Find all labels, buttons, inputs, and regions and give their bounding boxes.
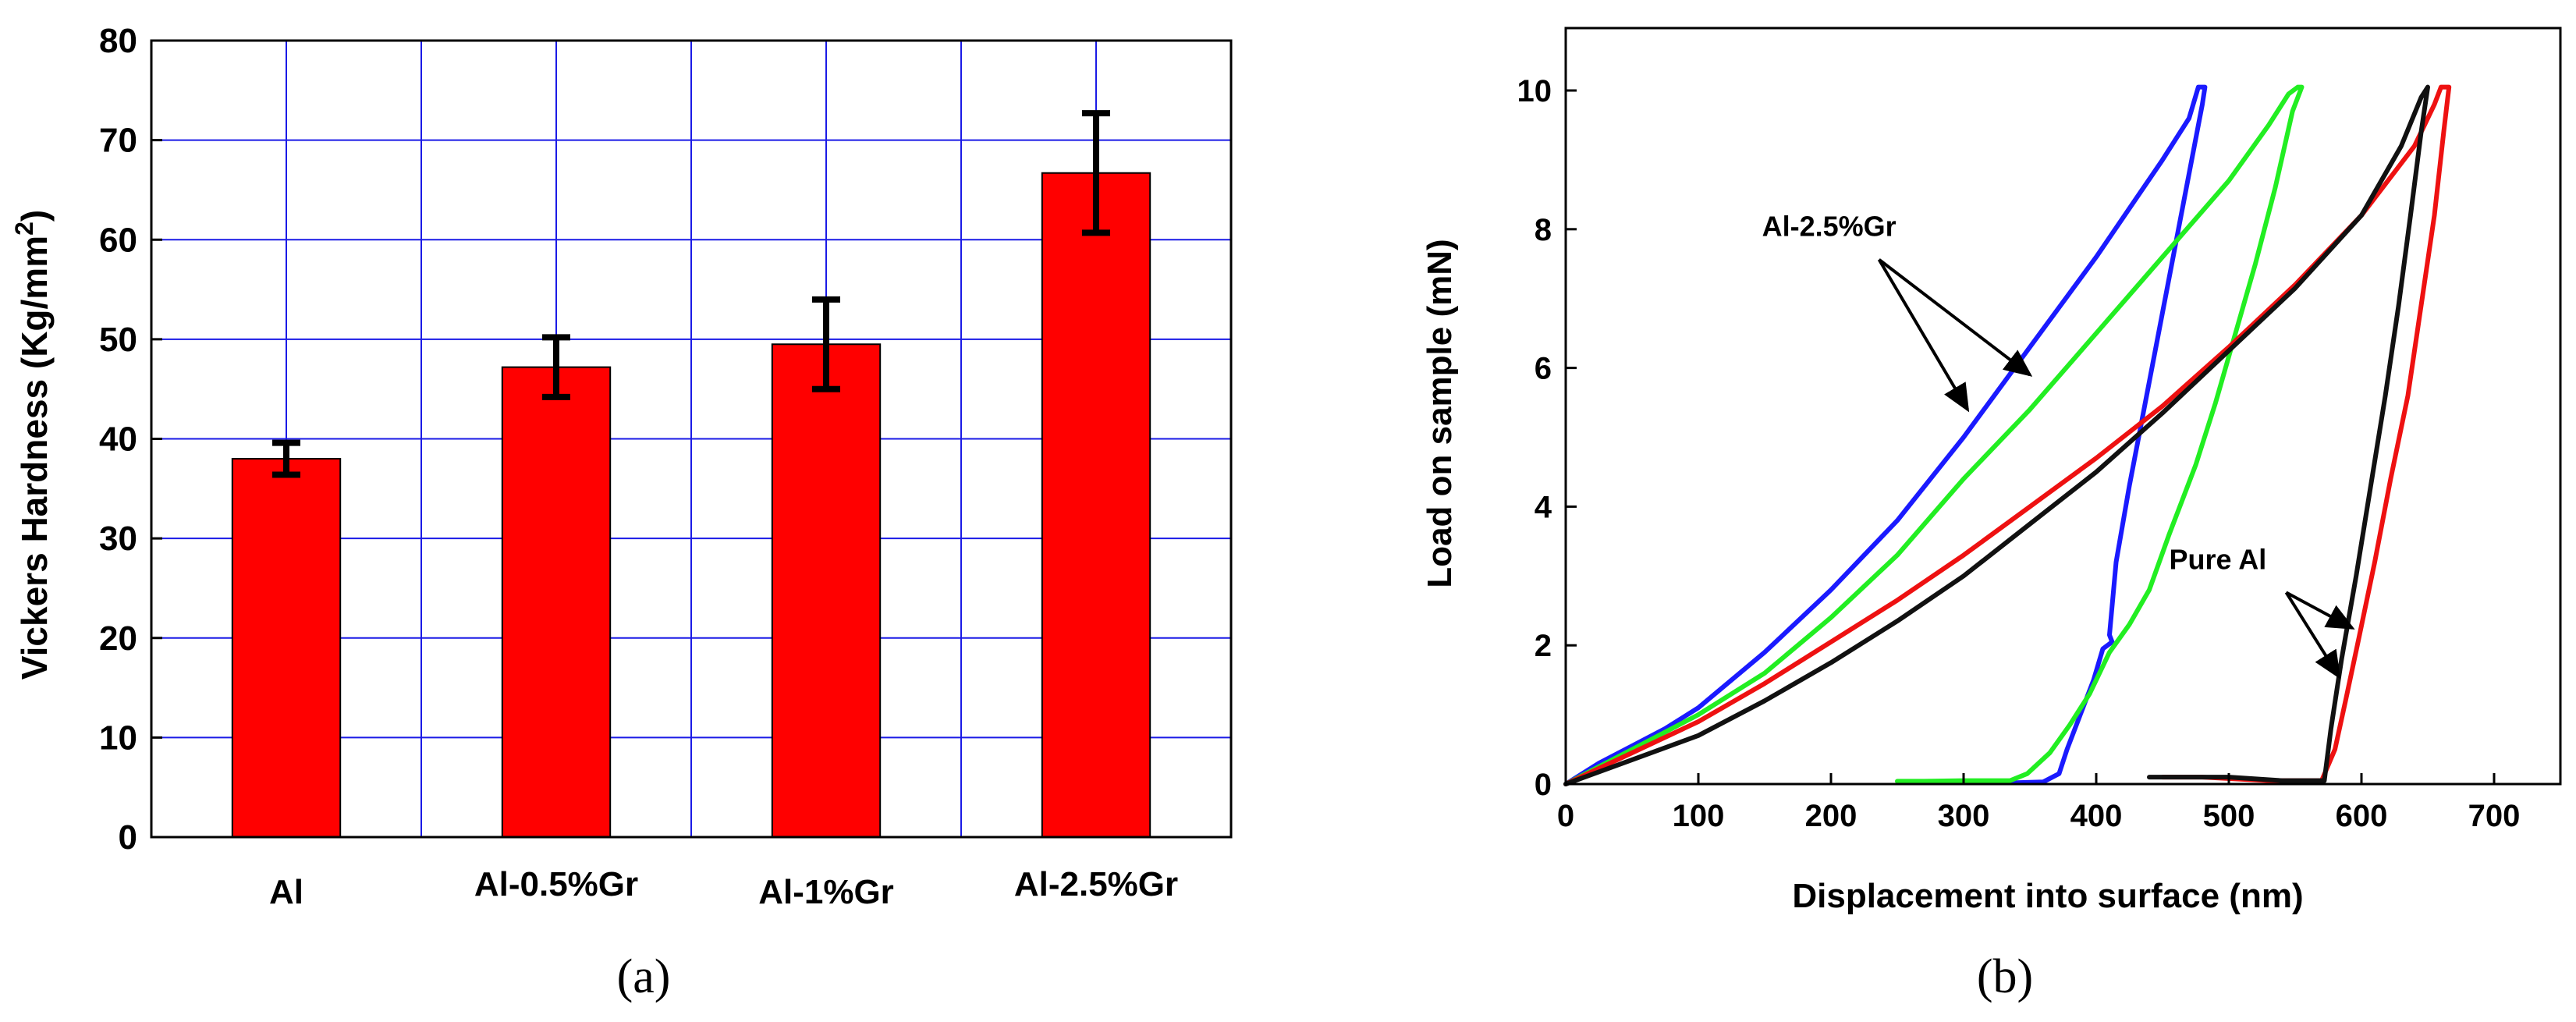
annotations: Al-2.5%Gr Pure Al — [1762, 211, 2355, 680]
load-displacement-chart: 0 2 4 6 8 10 0 100 200 300 400 500 600 700 Al-2.5%Gr… — [1421, 27, 2562, 1003]
y-tick-label: 6 — [1535, 352, 1552, 386]
bars — [231, 172, 1151, 839]
x-tick-label: Al-1%Gr — [758, 873, 894, 911]
annotation-1: Pure Al — [2170, 543, 2355, 680]
x-tick-label: 400 — [2070, 799, 2123, 833]
series-green — [1563, 84, 2305, 786]
x-tick-label: 500 — [2203, 799, 2255, 833]
x-tick-label: 600 — [2336, 799, 2388, 833]
y-tick-label: 20 — [99, 619, 137, 658]
x-tick-label: 300 — [1938, 799, 1990, 833]
y-axis-title-close: ) — [14, 210, 55, 222]
series-lines — [1563, 84, 2452, 786]
y-tick-label: 4 — [1535, 490, 1552, 524]
bar-Al-1%Gr — [771, 343, 882, 839]
error-bar-Al-0.5%Gr — [542, 334, 570, 400]
bar-Al-0.5%Gr — [501, 366, 612, 838]
y-tick-label: 10 — [1517, 74, 1552, 108]
series-black — [1563, 84, 2430, 786]
x-axis-title: Displacement into surface (nm) — [1792, 877, 2303, 915]
panel-label-a: (a) — [617, 950, 671, 1003]
x-tick-label: Al-2.5%Gr — [1014, 865, 1178, 903]
annotation-arrow — [1878, 258, 2033, 377]
y-axis-title-superscript: 2 — [10, 222, 38, 236]
y-axis-title-main: Vickers Hardness (Kg/mm — [14, 236, 55, 680]
y-tick-label: 0 — [119, 818, 137, 857]
y-tick-label: 40 — [99, 421, 137, 459]
hardness-bar-chart: 0 10 20 30 40 50 60 70 80 Al Al-0.5%Gr Al-1%Gr Al-2… — [10, 22, 1233, 1003]
x-tick-label: Al-0.5%Gr — [474, 865, 638, 903]
annotation-arrow — [1877, 258, 1970, 413]
y-tick-label: 10 — [99, 719, 137, 757]
y-tick-label: 50 — [99, 321, 137, 359]
series-red — [1563, 84, 2452, 786]
annotation-arrow — [2285, 591, 2355, 630]
x-ticks: 0 100 200 300 400 500 600 700 — [1557, 773, 2521, 833]
x-tick-label: 100 — [1673, 799, 1725, 833]
annotation-0: Al-2.5%Gr — [1762, 211, 2033, 413]
bar-Al-2.5%Gr — [1041, 172, 1151, 838]
x-tick-labels: Al Al-0.5%Gr Al-1%Gr Al-2.5%Gr — [269, 865, 1178, 911]
annotation-arrow — [2284, 591, 2341, 680]
x-tick-label: 200 — [1805, 799, 1857, 833]
bar-Al — [231, 458, 342, 839]
y-ticks: 0 2 4 6 8 10 — [1517, 74, 1577, 802]
y-tick-label: 30 — [99, 520, 137, 558]
x-tick-label: 700 — [2468, 799, 2521, 833]
x-tick-label: 0 — [1557, 799, 1574, 833]
y-tick-label: 2 — [1535, 629, 1552, 663]
y-tick-label: 70 — [99, 122, 137, 160]
y-ticks: 0 10 20 30 40 50 60 70 80 — [99, 22, 162, 857]
panel-label-b: (b) — [1977, 950, 2033, 1003]
error-bar-Al — [272, 439, 300, 478]
error-bars — [272, 110, 1110, 478]
plot-frame — [1564, 27, 2562, 786]
y-tick-label: 0 — [1535, 768, 1552, 802]
y-tick-label: 60 — [99, 221, 137, 259]
y-tick-label: 80 — [99, 22, 137, 60]
annotation-label: Pure Al — [2170, 543, 2267, 575]
error-bar-Al-2.5%Gr — [1082, 110, 1110, 236]
series-blue — [1563, 84, 2208, 786]
y-tick-label: 8 — [1535, 213, 1552, 247]
y-axis-title: Load on sample (mN) — [1421, 239, 1459, 587]
annotation-label: Al-2.5%Gr — [1762, 211, 1897, 243]
x-tick-label: Al — [269, 873, 303, 911]
y-axis-title: Vickers Hardness (Kg/mm2) — [10, 210, 55, 680]
error-bar-Al-1%Gr — [812, 296, 840, 392]
